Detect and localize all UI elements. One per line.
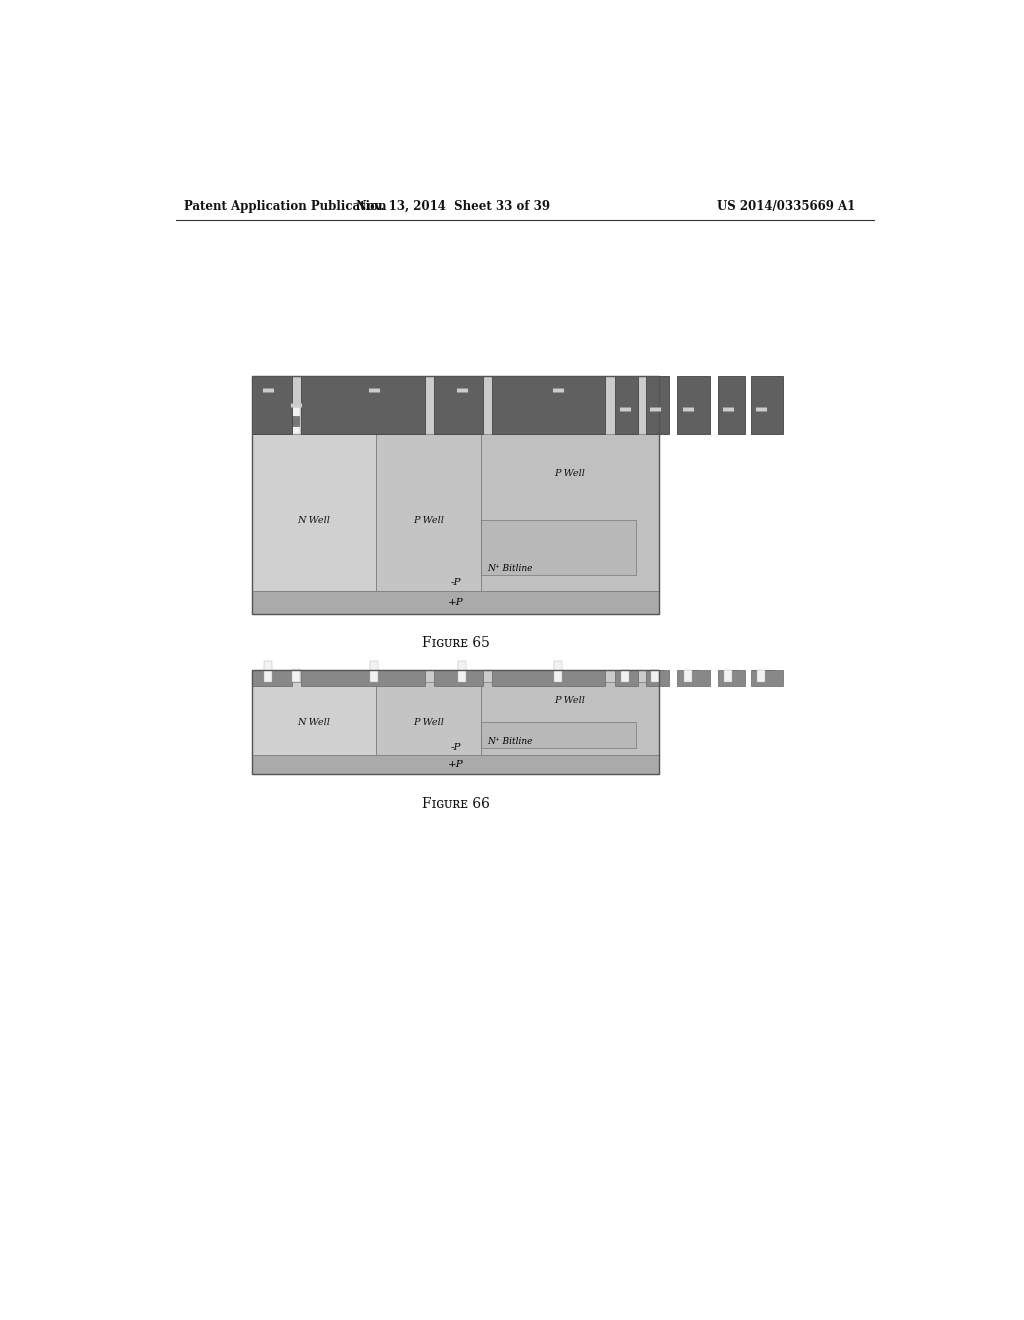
Bar [292,407,300,434]
Text: P Well: P Well [554,696,585,705]
Bar [370,661,378,682]
Bar [480,434,658,591]
Text: Nov. 13, 2014  Sheet 33 of 39: Nov. 13, 2014 Sheet 33 of 39 [356,199,551,213]
Bar [252,671,292,686]
Bar [621,411,629,434]
Bar [376,434,480,591]
Bar [493,671,604,686]
Bar [434,671,483,686]
Bar [624,669,634,677]
Bar [752,416,773,430]
Bar [614,376,638,434]
Text: P Well: P Well [413,718,443,727]
Bar [718,376,744,434]
Bar [493,376,604,434]
Bar [554,392,562,434]
Bar [252,376,292,434]
Text: N⁺ Bitline: N⁺ Bitline [486,737,532,746]
Bar [480,682,658,755]
Bar [480,722,636,748]
Text: Fɪɢᴜʀᴇ 65: Fɪɢᴜʀᴇ 65 [422,636,489,649]
Bar [252,755,658,775]
Bar [758,671,765,682]
Bar [264,661,272,682]
Bar [375,416,387,426]
Text: US 2014/0335669 A1: US 2014/0335669 A1 [717,199,855,213]
Bar [292,668,300,682]
Bar [252,671,658,775]
Bar [726,669,737,677]
Text: Patent Application Publication: Patent Application Publication [183,199,386,213]
Bar [267,416,280,426]
Bar [370,392,378,434]
Bar [301,376,425,434]
Text: -P: -P [451,578,461,587]
Bar [252,574,658,591]
Bar [653,417,665,426]
Text: +P: +P [447,598,463,607]
Bar [684,411,692,434]
Bar [653,669,665,677]
Bar [458,392,466,434]
Bar [286,416,299,426]
Bar [751,671,783,686]
Bar [252,739,658,755]
Bar [252,434,376,591]
Bar [687,669,697,677]
Bar [460,416,472,426]
Text: P Well: P Well [554,469,585,478]
Bar [252,591,658,614]
Bar [252,682,376,755]
Text: N Well: N Well [298,718,331,727]
Bar [752,671,773,680]
Bar [252,376,658,614]
Bar [264,392,272,434]
Bar [724,671,732,682]
Bar [252,376,658,614]
Bar [460,669,472,677]
Bar [557,669,569,677]
Bar [760,417,770,426]
Text: -P: -P [451,743,461,752]
Bar [646,376,669,434]
Bar [651,671,658,682]
Bar [678,671,710,686]
Bar [646,671,669,686]
Text: N Well: N Well [298,516,331,525]
Text: N⁺ Bitline: N⁺ Bitline [486,564,532,573]
Bar [684,671,692,682]
Bar [557,416,569,426]
Bar [758,411,765,434]
Text: +P: +P [447,760,463,770]
Bar [375,669,387,677]
Bar [624,417,634,426]
Bar [252,671,658,775]
Bar [301,671,425,686]
Bar [651,411,658,434]
Bar [376,682,480,755]
Text: P Well: P Well [413,516,443,525]
Bar [480,520,636,576]
Bar [614,671,638,686]
Bar [286,669,299,677]
Bar [267,669,280,677]
Bar [751,376,783,434]
Bar [621,671,629,682]
Bar [724,411,732,434]
Bar [760,669,770,677]
Text: Fɪɢᴜʀᴇ 66: Fɪɢᴜʀᴇ 66 [422,797,489,812]
Bar [554,661,562,682]
Bar [434,376,483,434]
Bar [726,417,737,426]
Bar [678,376,710,434]
Bar [458,661,466,682]
Bar [687,417,697,426]
Bar [718,671,744,686]
